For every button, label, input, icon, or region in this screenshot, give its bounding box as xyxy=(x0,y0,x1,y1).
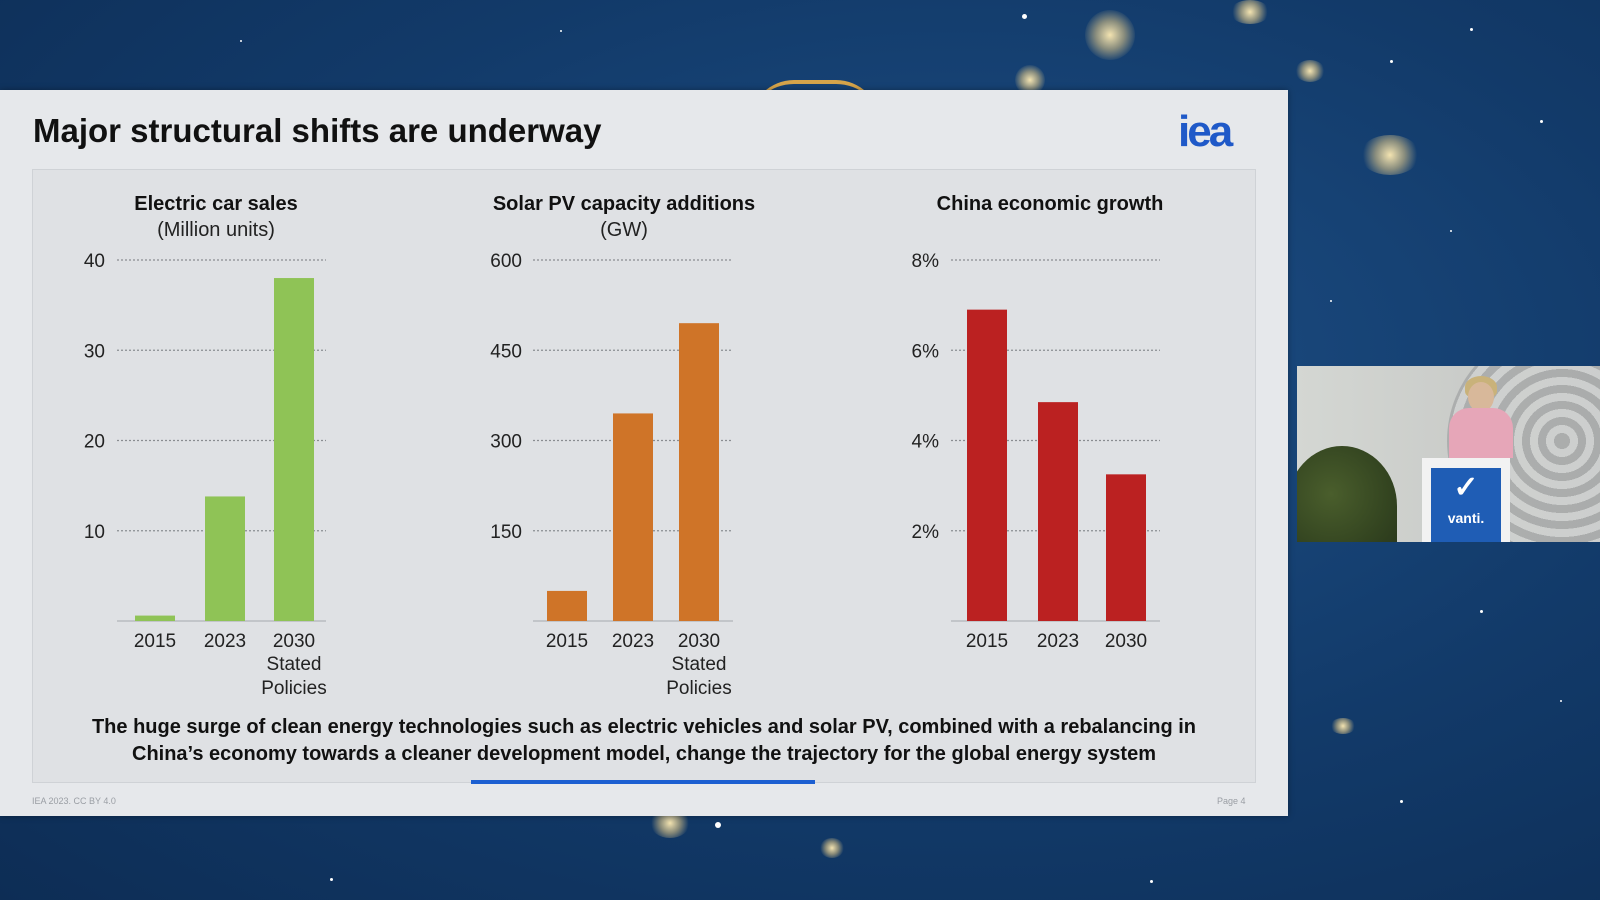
bar-2023 xyxy=(613,413,653,621)
checkmark-icon: ✓ xyxy=(1453,471,1479,504)
x-tick-label: 2030 xyxy=(273,631,315,652)
podium-brand: vanti. xyxy=(1447,510,1485,526)
bar-2023 xyxy=(1038,402,1078,621)
star xyxy=(1540,120,1543,123)
bar-2023 xyxy=(205,496,245,621)
caption-line-2: China’s economy towards a cleaner develo… xyxy=(132,743,1156,765)
x-tick-sublabel: Stated xyxy=(267,654,322,675)
star xyxy=(330,878,333,881)
y-tick-label: 4% xyxy=(912,432,940,453)
presentation-slide: Major structural shifts are underway iea… xyxy=(0,90,1288,816)
iea-logo: iea xyxy=(1178,107,1233,156)
slide-progress-bar xyxy=(471,780,815,784)
y-tick-label: 2% xyxy=(912,522,940,543)
y-tick-label: 8% xyxy=(912,251,940,272)
y-tick-label: 40 xyxy=(84,251,105,272)
y-tick-label: 10 xyxy=(84,522,105,543)
light-flare xyxy=(1330,718,1356,734)
y-tick-label: 30 xyxy=(84,341,105,362)
speaker-video: ✓ vanti. xyxy=(1297,366,1600,542)
x-tick-label: 2015 xyxy=(134,631,176,652)
star xyxy=(1560,700,1562,702)
star xyxy=(1390,60,1393,63)
star xyxy=(1330,300,1332,302)
star xyxy=(1400,800,1403,803)
chart-subtitle: (Million units) xyxy=(157,219,275,241)
star xyxy=(1022,14,1027,19)
y-tick-label: 300 xyxy=(490,432,522,453)
y-tick-label: 6% xyxy=(912,341,940,362)
star xyxy=(1450,230,1452,232)
charts-svg: Electric car sales(Million units)1020304… xyxy=(84,193,1164,699)
tree-decoration xyxy=(1297,446,1397,542)
light-flare xyxy=(820,838,844,858)
speaker-head xyxy=(1468,382,1494,412)
star xyxy=(1480,610,1483,613)
x-tick-sublabel: Policies xyxy=(261,678,326,699)
y-tick-label: 450 xyxy=(490,341,522,362)
chart-title: Electric car sales xyxy=(134,193,297,215)
star xyxy=(240,40,242,42)
x-tick-label: 2023 xyxy=(612,631,654,652)
star xyxy=(715,822,721,828)
x-tick-label: 2015 xyxy=(546,631,588,652)
slide-page-number: Page 4 xyxy=(1217,796,1246,806)
star xyxy=(1470,28,1473,31)
bar-2015 xyxy=(547,590,587,621)
y-tick-label: 20 xyxy=(84,432,105,453)
podium-sign: ✓ vanti. xyxy=(1431,468,1501,542)
stage-arc-decoration xyxy=(750,80,880,124)
bar-2030 xyxy=(679,323,719,621)
caption-line-1: The huge surge of clean energy technolog… xyxy=(91,716,1197,738)
star xyxy=(560,30,562,32)
chart-subtitle: (GW) xyxy=(600,219,648,241)
x-tick-sublabel: Policies xyxy=(666,678,731,699)
x-tick-label: 2023 xyxy=(204,631,246,652)
slide-caption: The huge surge of clean energy technolog… xyxy=(10,714,1278,768)
chart-title: China economic growth xyxy=(937,193,1164,215)
y-tick-label: 150 xyxy=(490,522,522,543)
light-flare xyxy=(1295,60,1325,82)
bar-2015 xyxy=(135,615,175,621)
x-tick-label: 2015 xyxy=(966,631,1008,652)
speaker-body xyxy=(1449,408,1513,458)
chart-title: Solar PV capacity additions xyxy=(493,193,755,215)
bar-2030 xyxy=(1106,474,1146,621)
light-flare xyxy=(1085,10,1135,60)
y-tick-label: 600 xyxy=(490,251,522,272)
bar-2030 xyxy=(274,278,314,621)
slide-title: Major structural shifts are underway xyxy=(33,112,602,149)
x-tick-label: 2030 xyxy=(678,631,720,652)
star xyxy=(1150,880,1153,883)
x-tick-sublabel: Stated xyxy=(672,654,727,675)
light-flare xyxy=(1360,135,1420,175)
slide-footer-copyright: IEA 2023. CC BY 4.0 xyxy=(32,796,116,806)
x-tick-label: 2023 xyxy=(1037,631,1079,652)
bar-2015 xyxy=(967,309,1007,621)
light-flare xyxy=(1230,0,1270,24)
x-tick-label: 2030 xyxy=(1105,631,1147,652)
